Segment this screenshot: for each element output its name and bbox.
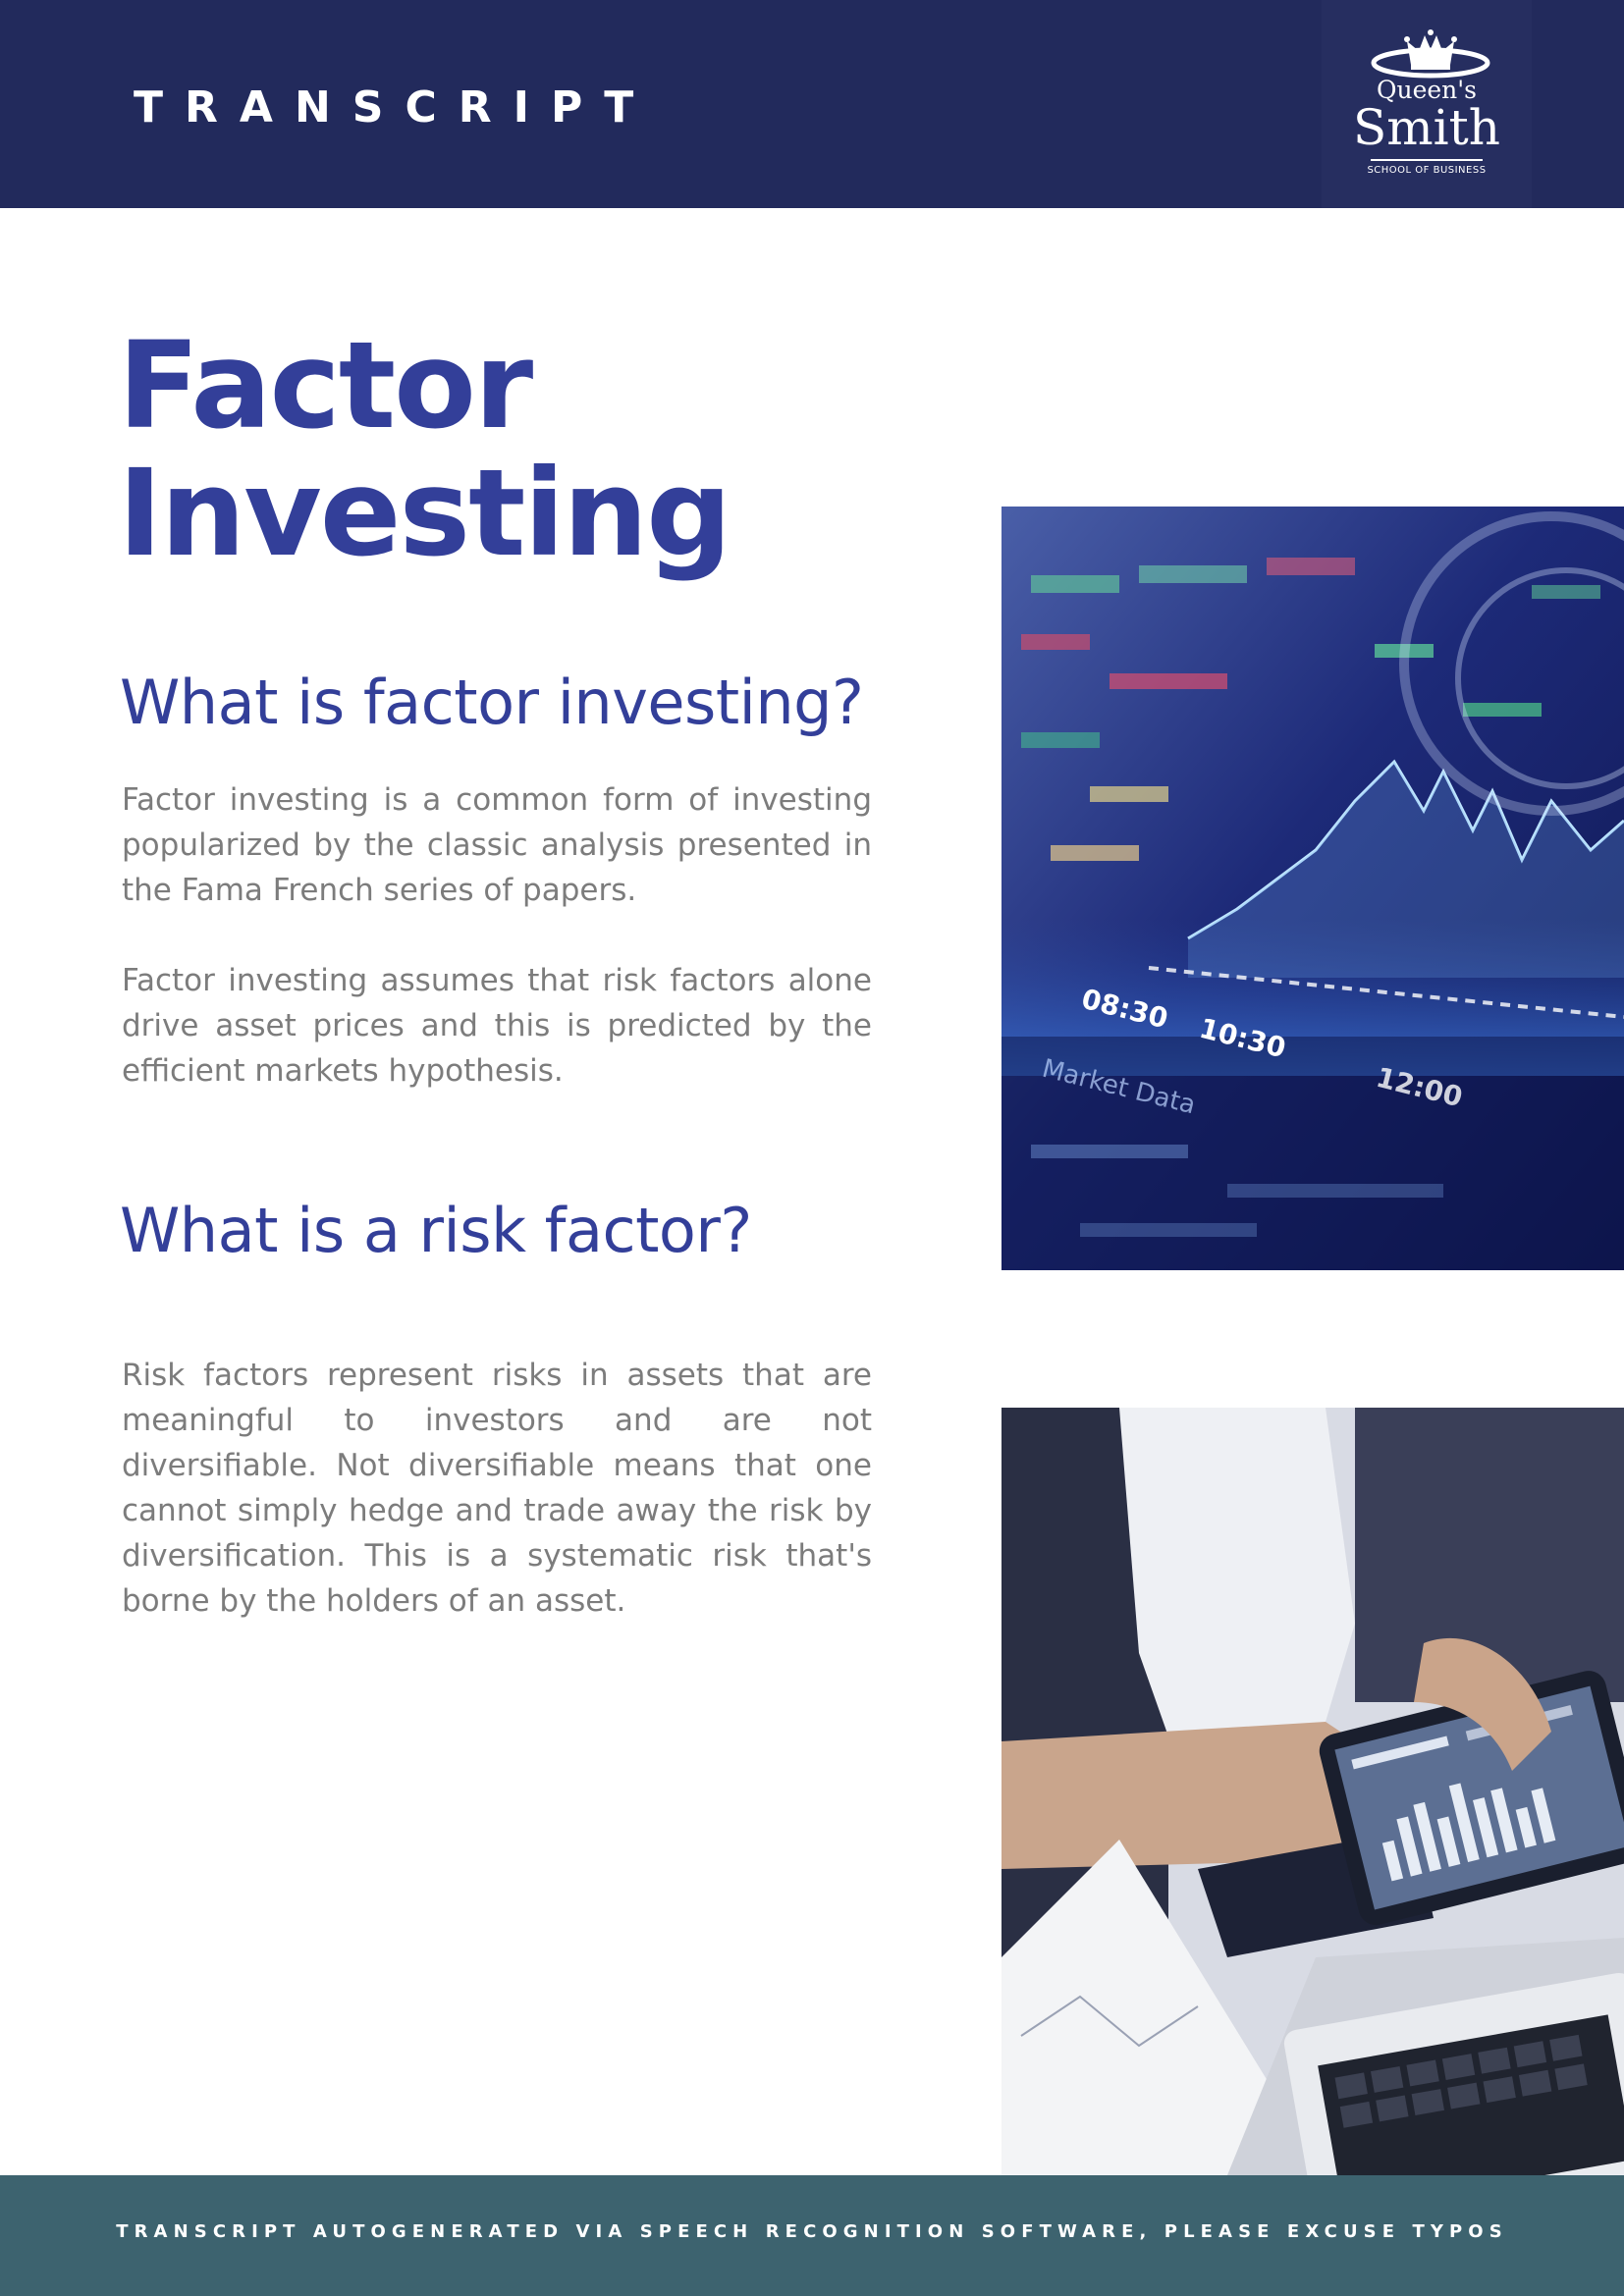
section-heading-risk-factor: What is a risk factor? xyxy=(120,1195,752,1266)
section-paragraph: Factor investing assumes that risk facto… xyxy=(122,963,872,1089)
page-title: Factor Investing xyxy=(118,316,731,583)
page-title-line-2: Investing xyxy=(118,444,731,583)
logo-school-text: SCHOOL OF BUSINESS xyxy=(1367,165,1487,176)
tablet-analysis-photo xyxy=(1001,1408,1624,2175)
footer-disclaimer: TRANSCRIPT AUTOGENERATED VIA SPEECH RECO… xyxy=(116,2221,1508,2242)
logo-smith-text: Smith xyxy=(1353,99,1500,156)
logo-divider xyxy=(1371,159,1483,161)
crown-icon xyxy=(1371,29,1490,79)
page-title-line-1: Factor xyxy=(118,316,533,455)
section-heading-factor-investing: What is factor investing? xyxy=(120,667,864,738)
logo-queens-text: Queen's xyxy=(1377,76,1477,104)
stock-board-photo: 08:30 10:30 12:00 Market Data xyxy=(1001,507,1624,1270)
header-bar: TRANSCRIPT Queen's Smith SCHOOL OF BUSIN… xyxy=(0,0,1624,208)
section-paragraph: Factor investing is a common form of inv… xyxy=(122,782,872,908)
header-title: TRANSCRIPT xyxy=(134,82,656,133)
section-paragraph: Risk factors represent risks in assets t… xyxy=(122,1358,872,1619)
school-logo: Queen's Smith SCHOOL OF BUSINESS xyxy=(1322,0,1532,208)
footer-bar: TRANSCRIPT AUTOGENERATED VIA SPEECH RECO… xyxy=(0,2175,1624,2296)
